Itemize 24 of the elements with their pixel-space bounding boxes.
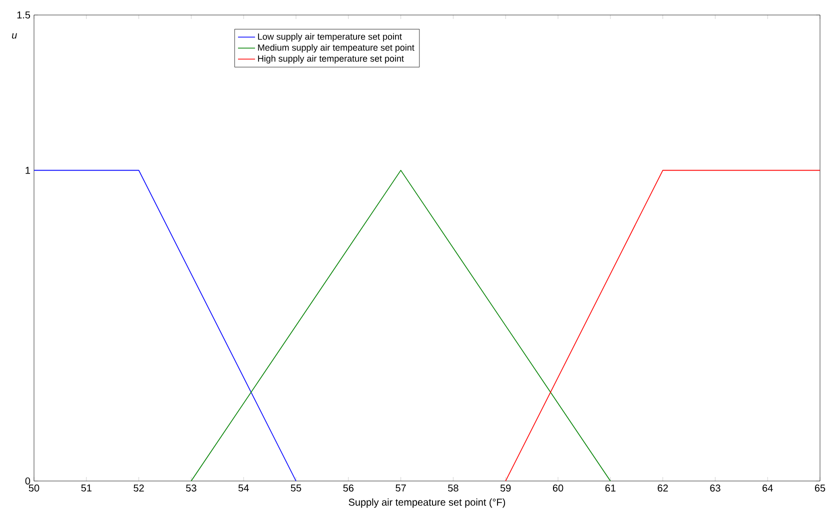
x-tick-label: 62: [658, 484, 668, 492]
y-tick-label: 1.5: [17, 12, 30, 18]
x-tick-label: 55: [290, 484, 302, 492]
legend-label: Low supply air temperature set point: [258, 33, 402, 42]
x-tick-label: 56: [343, 484, 354, 492]
x-tick-label: 64: [762, 484, 773, 492]
x-tick-label: 61: [605, 484, 616, 492]
x-tick-label: 54: [238, 484, 249, 492]
x-tick-label: 50: [28, 484, 40, 492]
x-tick-label: 58: [448, 484, 458, 492]
y-tick-label: 0: [25, 477, 30, 485]
x-tick-label: 63: [710, 484, 720, 492]
y-tick-label: 1: [26, 166, 30, 174]
legend-label: Medium supply air tempeature set point: [258, 44, 414, 52]
x-tick-label: 53: [186, 484, 196, 492]
y-axis-title: u: [12, 33, 17, 39]
x-tick-label: 52: [134, 484, 144, 492]
x-tick-label: 59: [500, 484, 511, 492]
x-tick-label: 60: [552, 484, 564, 492]
x-tick-label: 57: [396, 484, 406, 492]
x-tick-label: 51: [81, 484, 92, 492]
legend-label: High supply air temperature set point: [258, 55, 404, 64]
x-axis-title: Supply air tempeature set point (°F): [348, 498, 506, 508]
x-tick-label: 65: [814, 484, 826, 492]
